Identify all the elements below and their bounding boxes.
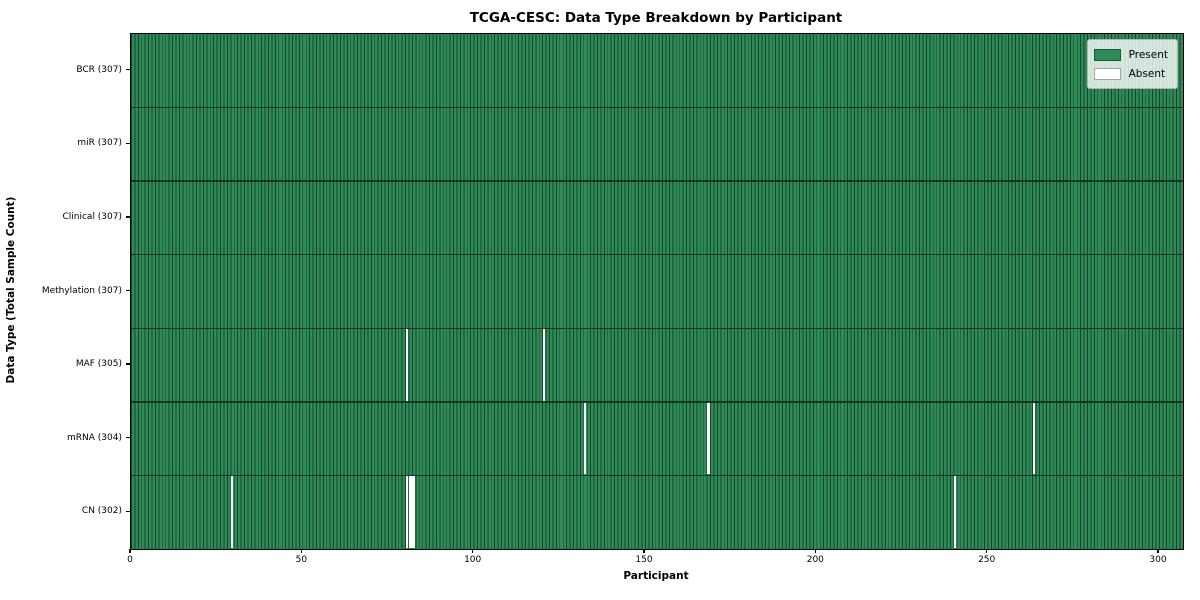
y-tick-label: BCR (307) bbox=[76, 64, 122, 75]
x-tick-mark bbox=[129, 549, 131, 554]
x-tick-mark bbox=[643, 549, 645, 554]
absent-cell bbox=[953, 476, 957, 548]
chart-title: TCGA-CESC: Data Type Breakdown by Partic… bbox=[469, 10, 843, 26]
x-tick-label: 0 bbox=[127, 555, 133, 565]
y-tick-mark bbox=[125, 69, 130, 71]
absent-cell bbox=[542, 329, 546, 401]
absent-cell bbox=[412, 476, 415, 548]
absent-swatch bbox=[1093, 67, 1121, 80]
y-tick-label: CN (302) bbox=[81, 506, 122, 517]
absent-cell bbox=[230, 476, 234, 548]
y-tick-mark bbox=[125, 289, 130, 292]
y-axis-title: Data Type (Total Sample Count) bbox=[5, 196, 17, 384]
legend-label: Absent bbox=[1128, 67, 1166, 80]
absent-cell bbox=[1032, 402, 1036, 475]
absent-cell bbox=[583, 402, 587, 475]
y-tick-mark bbox=[125, 437, 130, 439]
present-swatch bbox=[1093, 48, 1121, 61]
x-axis-title: Participant bbox=[623, 570, 689, 582]
row-boundary-line bbox=[131, 106, 1183, 109]
x-tick-label: 300 bbox=[1149, 555, 1167, 565]
absent-cell bbox=[409, 476, 412, 548]
y-tick-label: mRNA (304) bbox=[67, 432, 122, 443]
row-boundary-line bbox=[131, 327, 1183, 329]
y-tick-label: Clinical (307) bbox=[62, 211, 122, 222]
legend-item: Absent bbox=[1093, 64, 1168, 83]
row-boundary-line bbox=[131, 254, 1183, 256]
x-tick-mark bbox=[814, 549, 816, 554]
legend-label: Present bbox=[1128, 48, 1168, 61]
x-tick-label: 200 bbox=[806, 555, 824, 565]
x-tick-mark bbox=[986, 549, 988, 554]
y-tick-mark bbox=[125, 142, 130, 144]
x-tick-label: 50 bbox=[295, 555, 308, 565]
row-boundary-line bbox=[131, 474, 1183, 477]
x-tick-mark bbox=[472, 549, 474, 554]
y-tick-mark bbox=[125, 363, 130, 365]
legend: Present Absent bbox=[1086, 39, 1178, 89]
x-tick-label: 250 bbox=[978, 555, 996, 565]
row-boundary-line bbox=[131, 180, 1183, 182]
x-tick-mark bbox=[1157, 549, 1159, 554]
legend-item: Present bbox=[1093, 45, 1168, 64]
y-tick-label: MAF (305) bbox=[75, 359, 122, 370]
y-tick-label: Methylation (307) bbox=[41, 285, 122, 296]
absent-cell bbox=[405, 329, 409, 401]
x-tick-mark bbox=[300, 549, 302, 554]
y-tick-mark bbox=[125, 216, 130, 218]
x-tick-label: 150 bbox=[635, 555, 653, 565]
plot-area: Present Absent bbox=[130, 33, 1184, 550]
absent-cell bbox=[707, 402, 710, 475]
y-tick-label: miR (307) bbox=[77, 138, 122, 149]
row-boundary-line bbox=[131, 401, 1183, 403]
y-tick-mark bbox=[125, 510, 130, 512]
x-tick-label: 100 bbox=[464, 555, 482, 565]
absent-cell bbox=[405, 476, 409, 548]
